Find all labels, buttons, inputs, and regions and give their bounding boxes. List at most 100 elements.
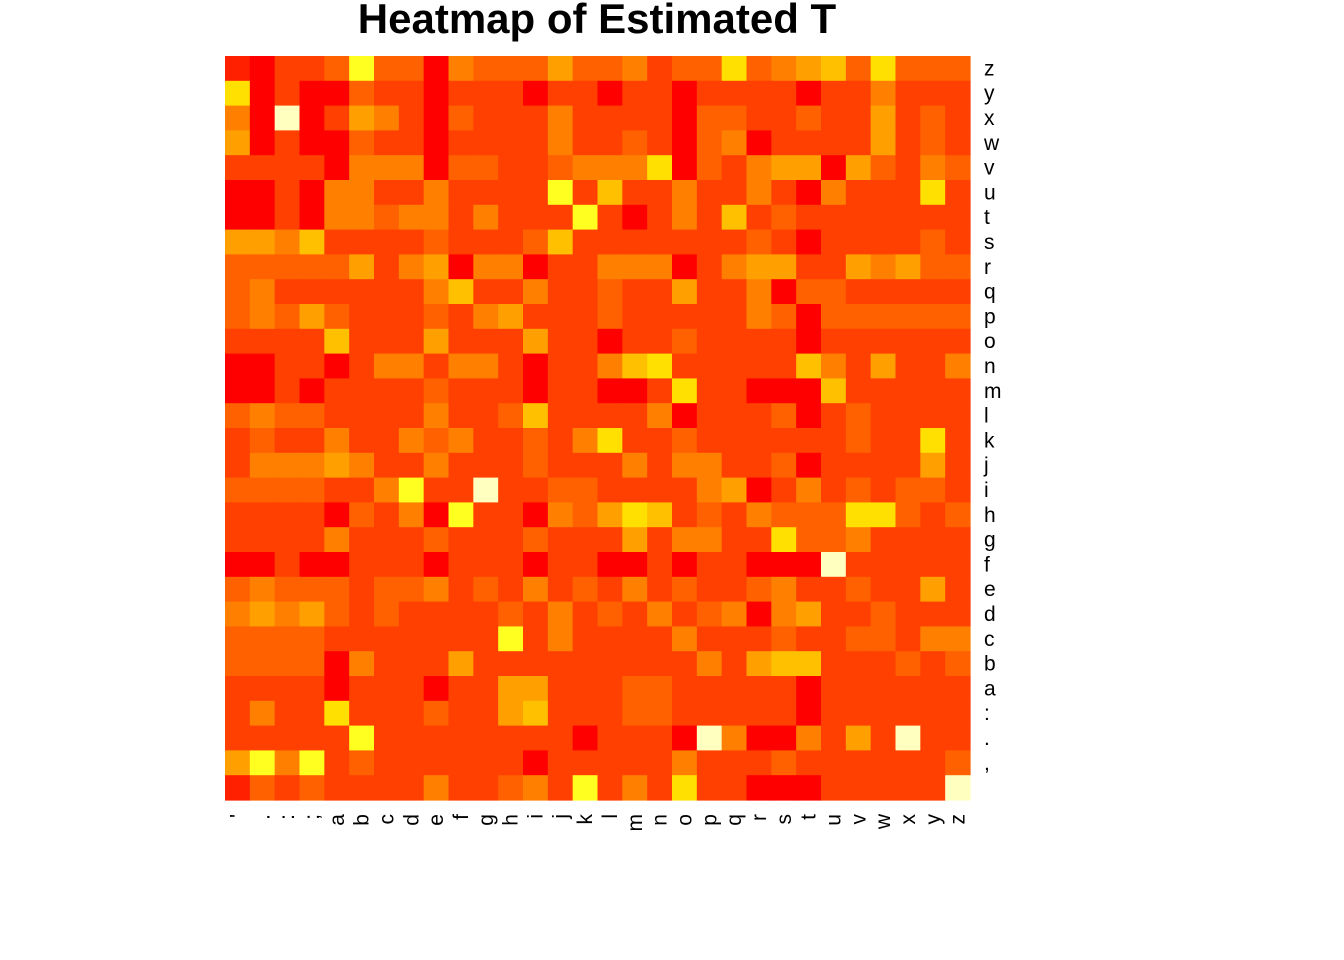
heatmap-cell xyxy=(870,676,897,702)
y-tick-label: t xyxy=(984,206,990,229)
heatmap-cell xyxy=(920,328,946,355)
heatmap-cell xyxy=(398,304,425,330)
heatmap-cell xyxy=(622,80,648,107)
heatmap-cell xyxy=(572,204,599,231)
heatmap-cell xyxy=(771,428,797,454)
heatmap-cell xyxy=(299,452,325,479)
heatmap-cell xyxy=(398,403,425,429)
heatmap-cell xyxy=(821,56,847,82)
heatmap-cell xyxy=(746,105,772,131)
heatmap-cell xyxy=(895,105,921,131)
heatmap-cell xyxy=(622,477,648,503)
heatmap-cell xyxy=(920,750,946,776)
heatmap-cell xyxy=(771,56,797,82)
x-tick-label: i xyxy=(524,814,547,819)
heatmap-cell xyxy=(299,56,325,82)
heatmap-cell xyxy=(920,378,946,404)
heatmap-cell xyxy=(920,204,946,231)
heatmap-cell xyxy=(249,105,276,131)
heatmap-cell xyxy=(398,378,425,404)
heatmap-cell xyxy=(274,428,301,454)
heatmap-cell xyxy=(696,527,723,553)
heatmap-cell xyxy=(870,477,897,503)
heatmap-cell xyxy=(870,130,897,156)
x-tick-label: m xyxy=(624,814,647,832)
heatmap-cell xyxy=(448,725,474,751)
heatmap-cell xyxy=(547,626,574,652)
heatmap-cell xyxy=(721,428,748,454)
heatmap-cell xyxy=(498,204,524,231)
heatmap-cell xyxy=(920,56,946,82)
heatmap-cell xyxy=(398,626,425,652)
heatmap-cell xyxy=(870,403,897,429)
heatmap-cell xyxy=(324,328,350,355)
heatmap-cell xyxy=(597,254,623,280)
heatmap-cell xyxy=(821,180,847,206)
heatmap-cell xyxy=(498,56,524,82)
heatmap-cell xyxy=(945,477,971,503)
heatmap-cell xyxy=(523,651,549,677)
heatmap-cell xyxy=(249,750,276,776)
x-tick-label: k xyxy=(574,814,597,825)
y-tick-label: : xyxy=(984,702,990,725)
heatmap-cell xyxy=(448,452,474,479)
heatmap-cell xyxy=(895,428,921,454)
heatmap-cell xyxy=(374,204,400,231)
heatmap-cell xyxy=(349,80,375,107)
x-tick-label: ; xyxy=(301,814,324,820)
heatmap-cell xyxy=(498,155,524,181)
heatmap-cell xyxy=(448,155,474,181)
heatmap-cell xyxy=(945,626,971,652)
heatmap-cell xyxy=(274,130,301,156)
heatmap-cell xyxy=(647,651,673,677)
heatmap-cell xyxy=(796,353,822,379)
heatmap-cell xyxy=(225,626,251,652)
heatmap-cell xyxy=(523,775,549,801)
heatmap-cell xyxy=(374,725,400,751)
heatmap-cell xyxy=(274,353,301,379)
y-tick-label: q xyxy=(984,281,996,304)
chart-title: Heatmap of Estimated T xyxy=(358,0,837,42)
heatmap-cell xyxy=(870,527,897,553)
heatmap-cell xyxy=(572,775,599,801)
heatmap-cell xyxy=(771,353,797,379)
heatmap-cell xyxy=(523,452,549,479)
heatmap-cell xyxy=(274,56,301,82)
heatmap-cell xyxy=(473,155,499,181)
heatmap-cell xyxy=(746,403,772,429)
heatmap-cell xyxy=(746,576,772,603)
y-tick-label: p xyxy=(984,305,996,328)
heatmap-cell xyxy=(647,403,673,429)
heatmap-cell xyxy=(945,403,971,429)
heatmap-cell xyxy=(349,130,375,156)
heatmap-cell xyxy=(547,328,574,355)
heatmap-cell xyxy=(547,279,574,305)
heatmap-cell xyxy=(796,576,822,603)
heatmap-cell xyxy=(324,130,350,156)
heatmap-cell xyxy=(249,155,276,181)
heatmap-cell xyxy=(249,502,276,528)
heatmap-cell xyxy=(324,428,350,454)
heatmap-cell xyxy=(473,626,499,652)
heatmap-cell xyxy=(796,676,822,702)
heatmap-cell xyxy=(945,56,971,82)
heatmap-cell xyxy=(597,552,623,578)
x-tick-label: z xyxy=(947,814,970,825)
heatmap-cell xyxy=(920,105,946,131)
heatmap-cell xyxy=(771,229,797,255)
heatmap-cell xyxy=(249,452,276,479)
heatmap-cell xyxy=(597,378,623,404)
heatmap-cell xyxy=(771,576,797,603)
heatmap-cell xyxy=(572,254,599,280)
heatmap-cell xyxy=(374,502,400,528)
heatmap-cell xyxy=(398,229,425,255)
heatmap-cell xyxy=(796,626,822,652)
heatmap-cell xyxy=(473,477,499,503)
heatmap-cell xyxy=(870,576,897,603)
heatmap-cell xyxy=(771,626,797,652)
x-tick-label: u xyxy=(822,814,845,826)
heatmap-cell xyxy=(572,428,599,454)
heatmap-cell xyxy=(647,775,673,801)
